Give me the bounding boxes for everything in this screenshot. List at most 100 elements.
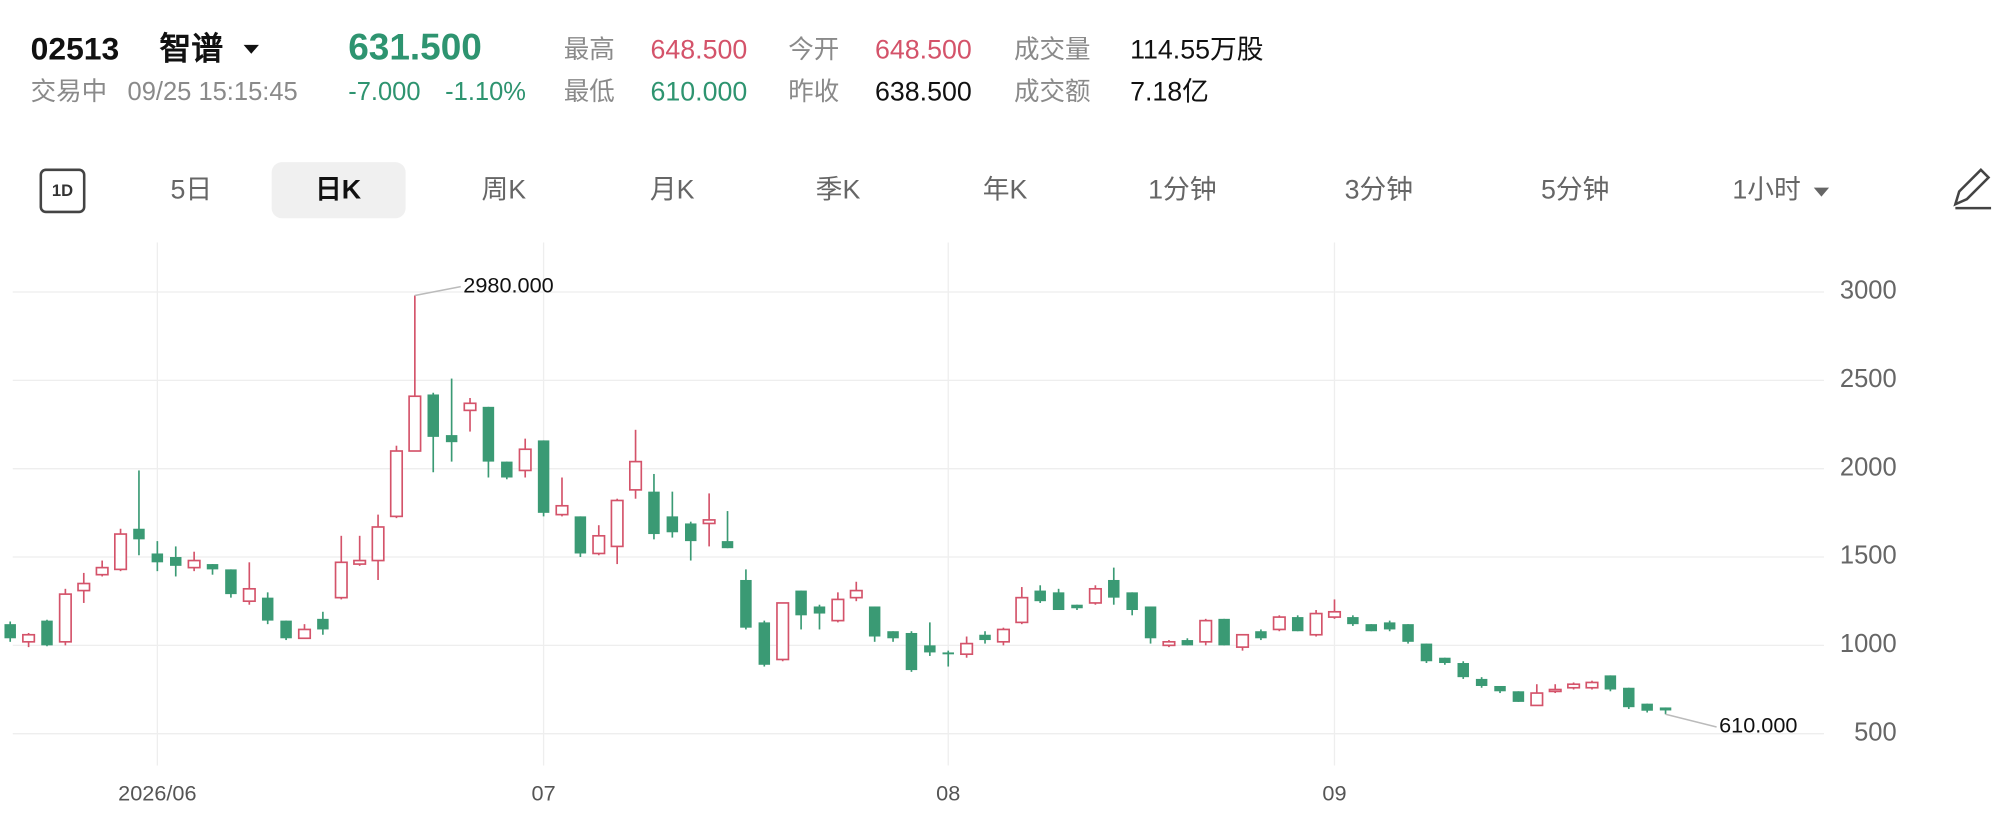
- candle-body: [1162, 640, 1176, 647]
- candle-body: [1235, 633, 1250, 648]
- candle-body: [1088, 587, 1102, 604]
- candle-body: [831, 598, 845, 622]
- candle-body: [868, 606, 881, 637]
- candle-body: [1585, 681, 1599, 689]
- time: 09/25 15:15:45: [128, 78, 298, 106]
- candle-body: [445, 435, 458, 443]
- tab[interactable]: 1小时: [1732, 175, 1800, 205]
- candle-body: [960, 642, 974, 656]
- tab[interactable]: 1D: [52, 181, 73, 200]
- candle-body: [592, 534, 606, 555]
- stat-label: 今开: [788, 36, 839, 64]
- candle-body: [206, 564, 219, 570]
- candlestick-chart: 500 1000 1500 2000 2500 3000 2026/06 07 08 09 2980…: [4, 242, 1897, 806]
- x-tick-label: 2026/06: [118, 781, 196, 806]
- candle-body: [1199, 619, 1213, 643]
- price: 631.500: [348, 27, 482, 68]
- candle-body: [813, 606, 826, 614]
- candle-body: [942, 652, 954, 655]
- candle-body: [389, 450, 404, 518]
- stat-value: 638.500: [875, 76, 972, 106]
- candle-body: [463, 402, 477, 412]
- stock-code: 02513: [31, 31, 120, 67]
- candle-body: [1255, 631, 1267, 639]
- dropdown-arrow[interactable]: [243, 44, 259, 54]
- stat-value: 648.500: [875, 34, 972, 64]
- candle-body: [574, 516, 587, 554]
- candle-body: [225, 569, 237, 595]
- annotation-label: 2980.000: [463, 272, 553, 297]
- stat-label: 昨收: [788, 78, 839, 106]
- candle-body: [1439, 657, 1451, 664]
- status: 交易中: [31, 78, 108, 106]
- annotation-leader: [414, 285, 461, 297]
- candle-body: [1623, 687, 1635, 708]
- candle-body: [77, 582, 91, 592]
- tab[interactable]: 5分钟: [1541, 175, 1609, 205]
- candle-body: [1144, 606, 1157, 639]
- x-tick-label: 07: [532, 781, 556, 806]
- y-tick-label: 3000: [1840, 277, 1897, 305]
- tab[interactable]: 周K: [482, 175, 527, 205]
- candle-body: [924, 645, 936, 653]
- candle-body: [1548, 688, 1562, 693]
- candle-body: [1402, 624, 1414, 642]
- candle-body: [41, 620, 53, 646]
- stat-value: 610.000: [651, 76, 748, 106]
- tab[interactable]: 月K: [650, 175, 695, 205]
- candle-body: [758, 622, 771, 665]
- y-tick-label: 2500: [1840, 365, 1897, 393]
- candle-body: [1181, 640, 1194, 646]
- tab[interactable]: 年K: [983, 175, 1028, 205]
- active-tab-bg: [271, 162, 406, 219]
- tab[interactable]: 季K: [816, 175, 861, 205]
- candle-body: [795, 590, 807, 616]
- candle-body: [1457, 663, 1469, 678]
- candle-body: [555, 504, 569, 516]
- candle-body: [1126, 592, 1138, 611]
- candle-body: [648, 491, 660, 535]
- tab[interactable]: 3分钟: [1345, 175, 1413, 205]
- candle-body: [666, 516, 679, 533]
- candle-body: [242, 587, 256, 603]
- candle-body: [317, 618, 329, 630]
- tab[interactable]: 日K: [315, 175, 362, 205]
- stock-name[interactable]: 智谱: [159, 31, 223, 67]
- tab[interactable]: 1分钟: [1148, 175, 1216, 205]
- tab[interactable]: 5日: [170, 175, 212, 205]
- candle-body: [537, 440, 550, 513]
- candle-body: [501, 461, 513, 478]
- candle-body: [685, 523, 697, 542]
- candle-body: [353, 559, 367, 565]
- candle-body: [1494, 685, 1506, 692]
- dropdown-arrow[interactable]: [1813, 187, 1830, 197]
- candle-body: [1218, 618, 1230, 646]
- candle-body: [740, 579, 752, 628]
- candle-body: [979, 634, 991, 641]
- x-tick-label: 09: [1322, 781, 1346, 806]
- candle-body: [887, 631, 899, 639]
- y-tick-label: 2000: [1840, 453, 1897, 481]
- stat-value: 648.500: [651, 34, 748, 64]
- candle-body: [1291, 617, 1304, 632]
- candle-body: [297, 628, 312, 640]
- candle-body: [1272, 616, 1286, 631]
- candle-body: [996, 628, 1010, 643]
- candle-body: [1052, 592, 1065, 611]
- candle-body: [151, 553, 164, 563]
- draw-tool-icon[interactable]: [1953, 168, 1992, 210]
- candle-body: [408, 395, 422, 452]
- candle-body: [1015, 596, 1029, 624]
- candle-body: [1034, 590, 1046, 602]
- x-tick-label: 08: [936, 781, 960, 806]
- candle-body: [4, 624, 16, 639]
- y-tick-label: 1000: [1840, 630, 1897, 658]
- annotation-label: 610.000: [1719, 713, 1797, 738]
- tab-icon[interactable]: [39, 168, 86, 214]
- candle-body: [1071, 604, 1083, 609]
- stat-value: 7.18亿: [1130, 76, 1209, 106]
- candle-body: [1383, 622, 1396, 630]
- candle-body: [334, 561, 348, 599]
